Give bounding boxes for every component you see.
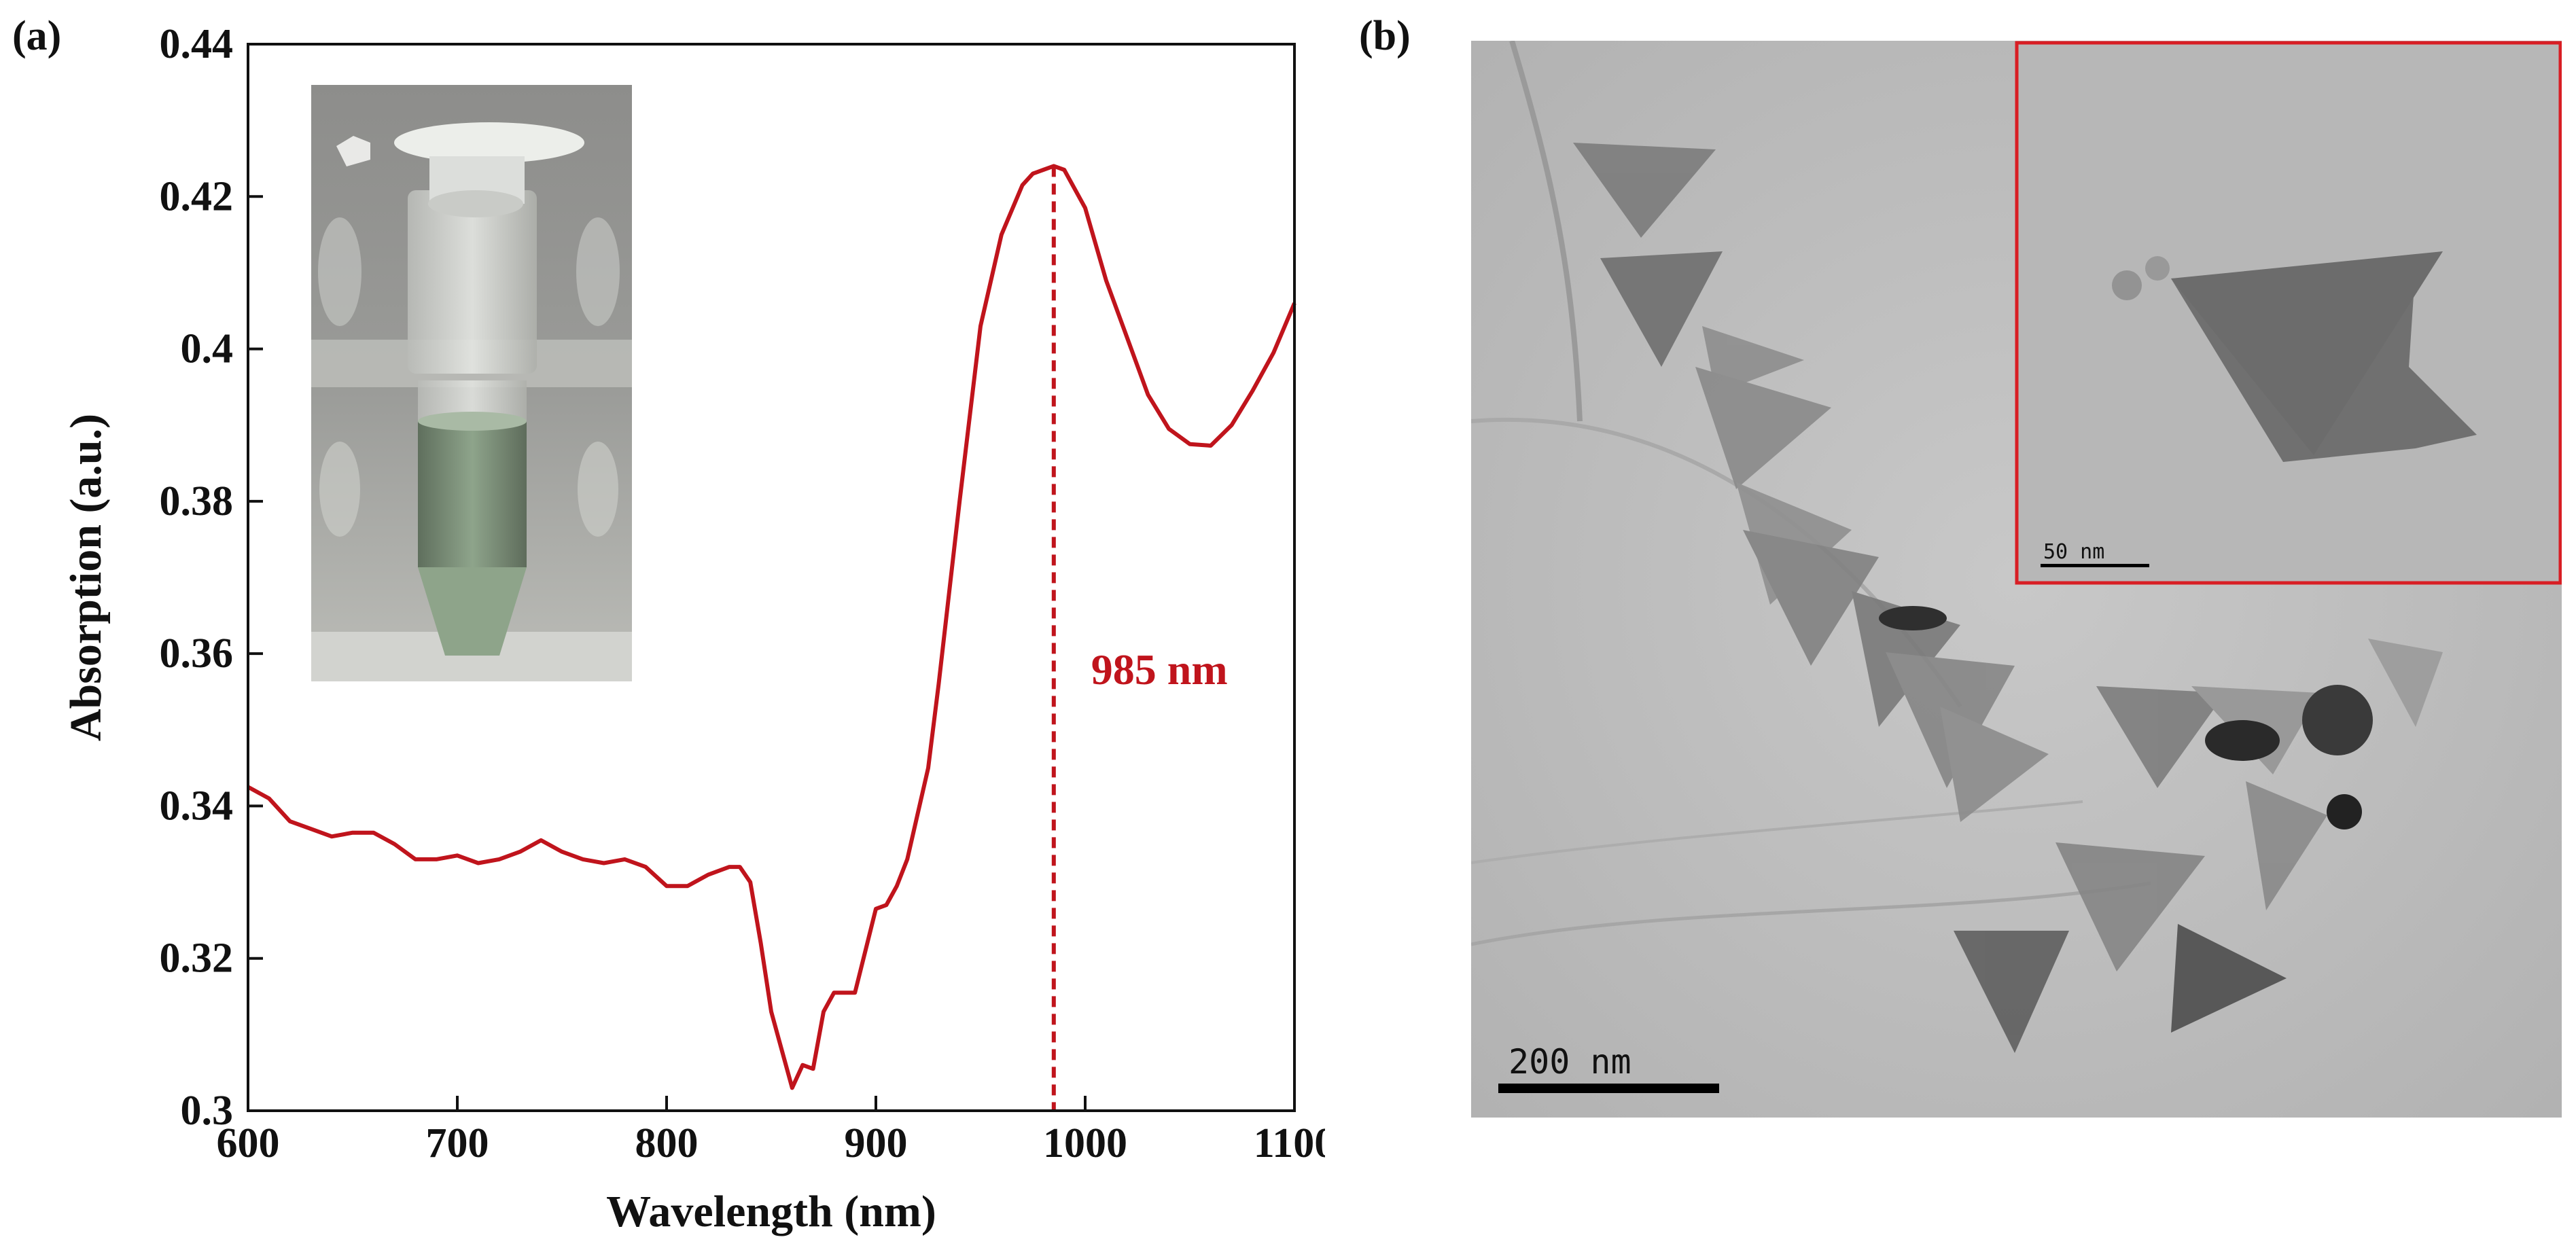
y-tick-label: 0.4 (181, 326, 234, 372)
x-tick-label: 600 (217, 1120, 280, 1166)
main-scale-bar (1498, 1084, 1719, 1093)
y-tick-label: 0.34 (160, 783, 234, 829)
x-axis-label: Wavelength (nm) (606, 1187, 936, 1236)
y-tick-label: 0.36 (160, 630, 234, 677)
inset-tube-photo (311, 85, 632, 681)
panel-b-label: (b) (1359, 13, 1411, 59)
x-tick-label: 1000 (1043, 1120, 1127, 1166)
plot-frame (247, 43, 1296, 1112)
y-tick-label: 0.3 (181, 1088, 234, 1134)
absorption-chart: 985 nm 600 700 800 900 1000 1100 0.3 0.32 0.34 0.… (61, 21, 1325, 1236)
panel-a-label: (a) (12, 13, 62, 59)
y-axis-label: Absorption (a.u.) (61, 414, 111, 741)
y-tick-label: 0.42 (160, 173, 234, 219)
y-tick-label: 0.32 (160, 935, 234, 982)
inset-scale-label: 50 nm (2043, 540, 2104, 564)
y-tick-label: 0.38 (160, 478, 234, 524)
tem-inset: 50 nm (2015, 41, 2562, 585)
x-tick-label: 900 (845, 1120, 908, 1166)
peak-annotation-label: 985 nm (1091, 645, 1228, 694)
x-tick-label: 700 (426, 1120, 489, 1166)
tem-micrograph: 200 nm 50 nm (1471, 41, 2562, 1118)
x-tick-label: 1100 (1254, 1120, 1325, 1166)
main-scale-label: 200 nm (1508, 1042, 1631, 1082)
y-tick-label: 0.44 (160, 21, 234, 67)
series-line-absorption (247, 164, 1296, 1090)
x-tick-label: 800 (635, 1120, 699, 1166)
